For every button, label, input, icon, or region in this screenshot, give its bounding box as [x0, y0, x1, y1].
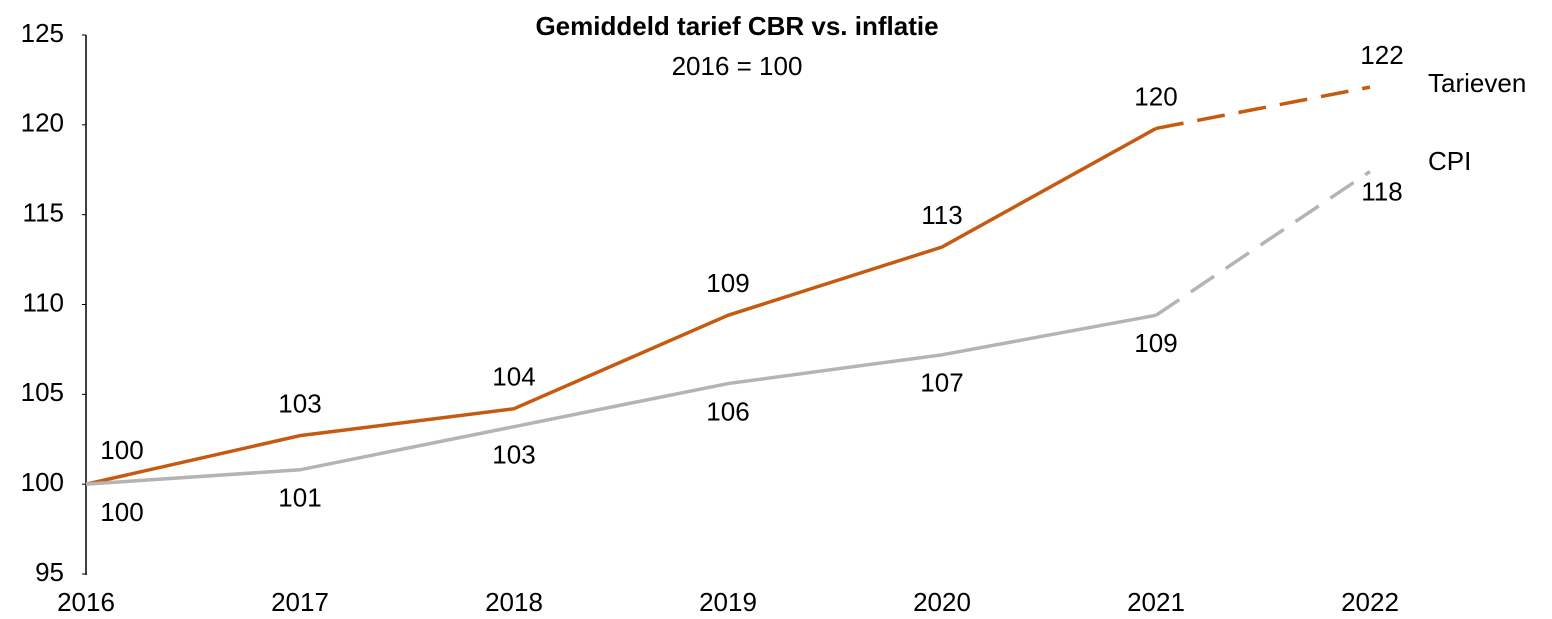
data-label: 107 [920, 368, 963, 398]
series-line [85, 313, 1157, 486]
y-tick-label: 100 [21, 467, 64, 497]
series-label: Tarieven [1428, 68, 1526, 98]
y-tick-label: 115 [23, 198, 64, 228]
x-tick-label: 2022 [1341, 587, 1399, 617]
y-tick-label: 95 [35, 557, 64, 587]
data-label: 101 [278, 483, 321, 513]
data-label: 100 [100, 435, 143, 465]
x-tick-label: 2017 [271, 587, 329, 617]
data-label: 113 [921, 200, 962, 230]
y-tick-label: 105 [21, 377, 64, 407]
y-tick-label: 120 [21, 108, 64, 138]
data-label: 106 [706, 396, 749, 426]
series-line [85, 126, 1157, 486]
chart-subtitle: 2016 = 100 [672, 51, 803, 81]
data-label: 109 [706, 268, 749, 298]
x-tick-label: 2019 [699, 587, 757, 617]
data-label: 120 [1134, 81, 1177, 111]
x-tick-label: 2016 [57, 587, 115, 617]
data-label: 122 [1360, 40, 1403, 70]
chart-title: Gemiddeld tarief CBR vs. inflatie [535, 11, 938, 41]
y-tick-label: 125 [21, 18, 64, 48]
series-line [1155, 170, 1371, 317]
data-label: 118 [1361, 176, 1402, 206]
x-tick-label: 2020 [913, 587, 971, 617]
series-label: CPI [1428, 146, 1471, 176]
x-tick-label: 2018 [485, 587, 543, 617]
y-tick-label: 110 [23, 287, 64, 317]
x-tick-label: 2021 [1127, 587, 1185, 617]
data-label: 109 [1134, 328, 1177, 358]
data-label: 103 [278, 389, 321, 419]
data-label: 103 [492, 440, 535, 470]
series-line [1155, 85, 1371, 131]
data-label: 104 [492, 362, 535, 392]
data-label: 100 [100, 497, 143, 527]
